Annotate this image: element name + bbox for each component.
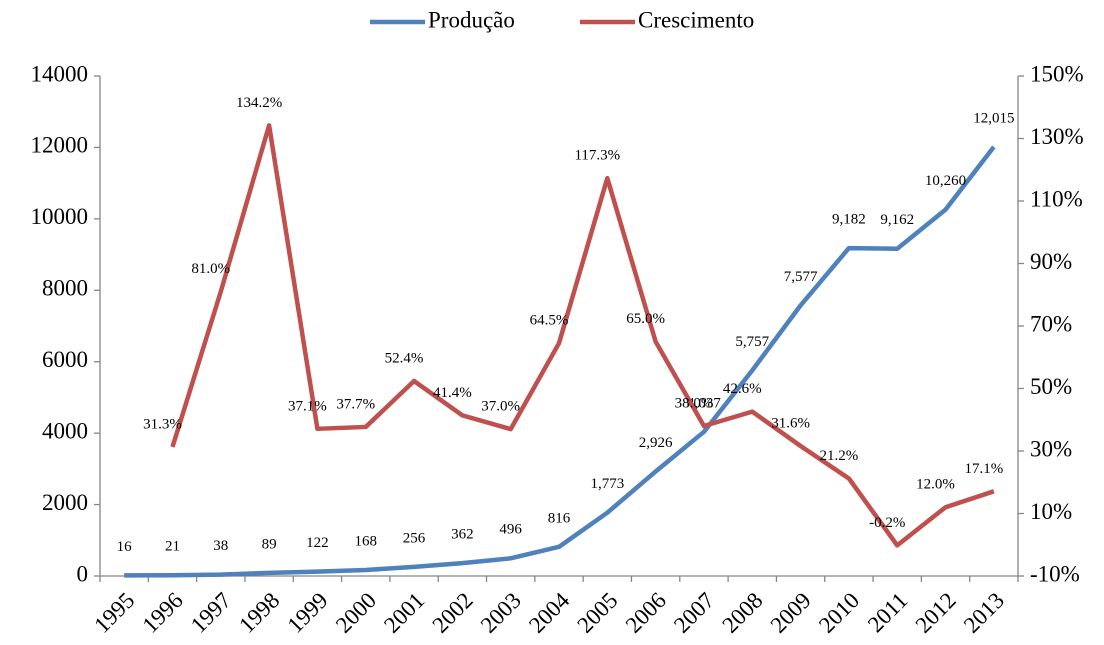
data-label: 52.4% (385, 350, 424, 366)
data-label: 31.6% (771, 415, 810, 431)
y-tick-label: 8000 (42, 276, 88, 301)
data-label: 117.3% (574, 148, 620, 164)
y2-tick-label: -10% (1030, 561, 1080, 586)
x-tick-label: 2001 (379, 588, 429, 638)
data-label: 5,757 (735, 334, 769, 350)
y2-tick-label: 30% (1030, 436, 1072, 461)
data-label: 9,162 (880, 212, 914, 228)
data-label: 1,773 (590, 476, 624, 492)
legend-label: Crescimento (638, 7, 754, 32)
x-tick-label: 2009 (766, 588, 816, 638)
data-label: 2,926 (639, 435, 673, 451)
data-label: 42.6% (723, 381, 762, 397)
x-tick-label: 1998 (234, 588, 284, 638)
x-tick-label: 2011 (863, 588, 913, 638)
data-label: 362 (451, 527, 474, 543)
x-tick-label: 1997 (186, 588, 236, 638)
series-line (170, 123, 995, 548)
data-label: 38.0% (675, 395, 714, 411)
data-label: 7,577 (784, 269, 818, 285)
data-label: 38 (213, 538, 228, 554)
x-tick-label: 1996 (138, 588, 188, 638)
y2-tick-label: 10% (1030, 499, 1072, 524)
data-label: 816 (548, 510, 571, 526)
y-tick-label: 4000 (42, 418, 88, 443)
data-label: 256 (403, 530, 426, 546)
y-tick-label: 12000 (31, 133, 89, 158)
series-line (124, 145, 996, 578)
y2-tick-label: 110% (1030, 186, 1083, 211)
data-label: 496 (499, 522, 522, 538)
x-tick-label: 1995 (89, 588, 139, 638)
x-tick-label: 2000 (331, 588, 381, 638)
data-label: 65.0% (626, 311, 665, 327)
data-label: 134.2% (236, 95, 282, 111)
data-label: 10,260 (925, 173, 966, 189)
data-label: 9,182 (832, 212, 866, 228)
data-label: 21.2% (820, 448, 859, 464)
data-label: 168 (354, 533, 377, 549)
data-label: 41.4% (433, 385, 472, 401)
data-label: -0.2% (869, 515, 905, 531)
y-tick-label: 0 (77, 561, 89, 586)
y2-tick-label: 70% (1030, 311, 1072, 336)
data-label: 12,015 (973, 110, 1014, 126)
data-label: 81.0% (191, 261, 230, 277)
data-label: 31.3% (143, 416, 182, 432)
x-tick-label: 2006 (621, 588, 671, 638)
x-tick-label: 2012 (911, 588, 961, 638)
data-label: 21 (165, 539, 180, 555)
data-label: 17.1% (964, 461, 1003, 477)
x-tick-label: 2008 (717, 588, 767, 638)
x-tick-label: 2003 (476, 588, 526, 638)
x-tick-label: 2002 (427, 588, 477, 638)
data-label: 37.0% (481, 399, 520, 415)
legend-label: Produção (428, 7, 515, 32)
x-tick-label: 2013 (959, 588, 1009, 638)
x-tick-label: 2005 (572, 588, 622, 638)
data-label: 12.0% (916, 477, 955, 493)
y2-tick-label: 90% (1030, 249, 1072, 274)
x-tick-label: 1999 (282, 588, 332, 638)
data-label: 37.7% (336, 396, 375, 412)
y-tick-label: 14000 (31, 61, 89, 86)
y-tick-label: 10000 (31, 204, 89, 229)
y2-tick-label: 130% (1030, 124, 1084, 149)
data-label: 16 (117, 539, 133, 555)
y2-tick-label: 150% (1030, 61, 1084, 86)
y-tick-label: 6000 (42, 347, 88, 372)
data-label: 122 (306, 535, 329, 551)
data-label: 89 (262, 536, 277, 552)
y-tick-label: 2000 (42, 490, 88, 515)
x-tick-label: 2007 (669, 588, 719, 638)
data-label: 64.5% (530, 313, 569, 329)
x-tick-label: 2010 (814, 588, 864, 638)
y2-tick-label: 50% (1030, 374, 1072, 399)
data-label: 37.1% (288, 398, 327, 414)
x-tick-label: 2004 (524, 587, 575, 638)
